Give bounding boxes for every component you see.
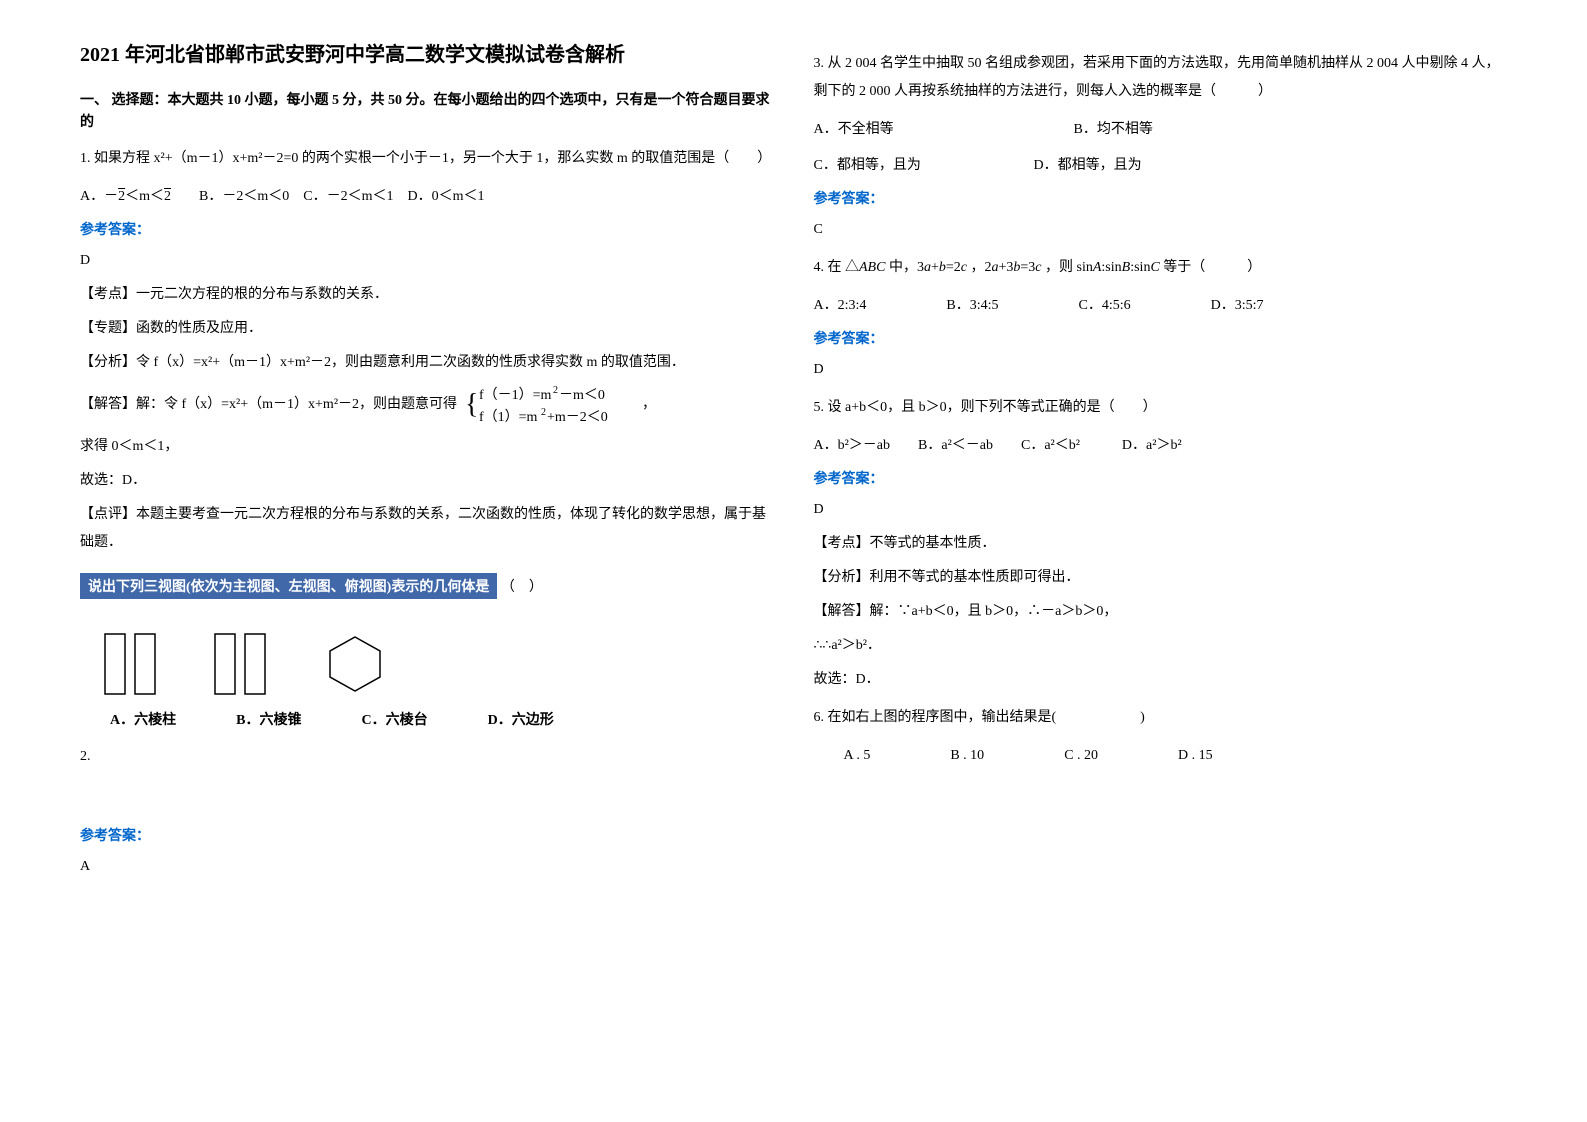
svg-text:－m＜0: －m＜0 bbox=[559, 388, 605, 403]
q3-optA: A．不全相等 bbox=[814, 116, 1074, 144]
q5-text: 5. 设 a+b＜0，且 b＞0，则下列不等式正确的是（ ） bbox=[814, 394, 1508, 422]
q6-optC: C . 20 bbox=[1064, 742, 1098, 770]
q2-num: 2. bbox=[80, 743, 774, 771]
section1-header: 一、 选择题：本大题共 10 小题，每小题 5 分，共 50 分。在每小题给出的… bbox=[80, 90, 774, 135]
q4-optB: B．3:4:5 bbox=[946, 292, 998, 320]
q1-topic: 【专题】函数的性质及应用． bbox=[80, 315, 774, 343]
q3-text: 3. 从 2 004 名学生中抽取 50 名组成参观团，若采用下面的方法选取，先… bbox=[814, 50, 1508, 106]
q1-options: A．－2＜m＜2 B．－2＜m＜0 C．－2＜m＜1 D．0＜m＜1 bbox=[80, 183, 774, 211]
q4-optA: A．2:3:4 bbox=[814, 292, 867, 320]
q4-optD: D．3:5:7 bbox=[1211, 292, 1264, 320]
q4-answer-label: 参考答案： bbox=[814, 328, 1508, 348]
q5-solve2: ∴∴a²＞b²． bbox=[814, 632, 1508, 660]
brace-system: { f（－1）=m 2 －m＜0 f（1）=m 2 +m－2＜0 bbox=[465, 383, 635, 427]
q2-labA: A．六棱柱 bbox=[110, 707, 176, 735]
q5-answer-label: 参考答案： bbox=[814, 468, 1508, 488]
q1-solve-post: ， bbox=[642, 397, 656, 412]
q3-optsCD: C．都相等，且为 D．都相等，且为 bbox=[814, 152, 1508, 180]
left-column: 2021 年河北省邯郸市武安野河中学高二数学文模拟试卷含解析 一、 选择题：本大… bbox=[60, 40, 794, 1082]
q4-optC: C．4:5:6 bbox=[1079, 292, 1131, 320]
q5-solve3: 故选：D． bbox=[814, 666, 1508, 694]
q1-solve: 【解答】解：令 f（x）=x²+（m－1）x+m²－2，则由题意可得 { f（－… bbox=[80, 383, 774, 427]
svg-text:+m－2＜0: +m－2＜0 bbox=[547, 410, 608, 425]
q2-labB: B．六棱锥 bbox=[236, 707, 301, 735]
q5-analysis: 【分析】利用不等式的基本性质即可得出． bbox=[814, 564, 1508, 592]
q1-analysis: 【分析】令 f（x）=x²+（m－1）x+m²－2，则由题意利用二次函数的性质求… bbox=[80, 349, 774, 377]
q4-opts: A．2:3:4 B．3:4:5 C．4:5:6 D．3:5:7 bbox=[814, 292, 1508, 320]
q4-text: 4. 在 △ABC 中，3a+b=2c ，2a+3b=3c ，则 sinA:si… bbox=[814, 254, 1508, 282]
q6-optD: D . 15 bbox=[1178, 742, 1213, 770]
q1-point: 【考点】一元二次方程的根的分布与系数的关系． bbox=[80, 281, 774, 309]
q2-bar-suffix: （ ） bbox=[501, 580, 543, 595]
q5-solve1: 【解答】解：∵a+b＜0，且 b＞0，∴－a＞b＞0， bbox=[814, 598, 1508, 626]
svg-text:f（－1）=m: f（－1）=m bbox=[479, 387, 552, 403]
q5-options: A．b²＞－ab B．a²＜－ab C．a²＜b² D．a²＞b² bbox=[814, 432, 1508, 460]
main-title: 2021 年河北省邯郸市武安野河中学高二数学文模拟试卷含解析 bbox=[80, 40, 774, 70]
shape-rect2 bbox=[210, 629, 270, 699]
q6-text: 6. 在如右上图的程序图中，输出结果是( ) bbox=[814, 704, 1508, 732]
q1-answer-label: 参考答案： bbox=[80, 219, 774, 239]
q6-opts: A . 5 B . 10 C . 20 D . 15 bbox=[844, 742, 1508, 770]
q1-solve3: 故选：D． bbox=[80, 467, 774, 495]
q2-answer-label: 参考答案： bbox=[80, 825, 774, 845]
q1-answer: D bbox=[80, 247, 774, 275]
q3-answer: C bbox=[814, 216, 1508, 244]
right-column: 3. 从 2 004 名学生中抽取 50 名组成参观团，若采用下面的方法选取，先… bbox=[794, 40, 1528, 1082]
q3-optC: C．都相等，且为 bbox=[814, 152, 1034, 180]
q1-comment: 【点评】本题主要考查一元二次方程根的分布与系数的关系，二次函数的性质，体现了转化… bbox=[80, 501, 774, 557]
q3-optD: D．都相等，且为 bbox=[1034, 152, 1142, 180]
shape-hexagon bbox=[320, 629, 390, 699]
q4-answer: D bbox=[814, 356, 1508, 384]
svg-text:f（1）=m: f（1）=m bbox=[479, 409, 538, 425]
q3-answer-label: 参考答案： bbox=[814, 188, 1508, 208]
shapes-row bbox=[100, 629, 774, 699]
q3-optsAB: A．不全相等 B．均不相等 bbox=[814, 116, 1508, 144]
q1-solve-pre: 【解答】解：令 f（x）=x²+（m－1）x+m²－2，则由题意可得 bbox=[80, 397, 457, 412]
q2-labC: C．六棱台 bbox=[361, 707, 427, 735]
shape-rect1 bbox=[100, 629, 160, 699]
q1-solve2: 求得 0＜m＜1， bbox=[80, 433, 774, 461]
q5-answer: D bbox=[814, 496, 1508, 524]
q2-labels: A．六棱柱 B．六棱锥 C．六棱台 D．六边形 bbox=[110, 707, 774, 735]
q1-text: 1. 如果方程 x²+（m－1）x+m²－2=0 的两个实根一个小于－1，另一个… bbox=[80, 145, 774, 173]
svg-text:{: { bbox=[465, 389, 478, 420]
svg-text:2: 2 bbox=[541, 407, 546, 418]
q3-optB: B．均不相等 bbox=[1074, 116, 1153, 144]
q2-bar: 说出下列三视图(依次为主视图、左视图、俯视图)表示的几何体是 bbox=[80, 573, 497, 599]
q2-labD: D．六边形 bbox=[488, 707, 554, 735]
q6-optB: B . 10 bbox=[950, 742, 984, 770]
svg-text:2: 2 bbox=[553, 385, 558, 396]
q6-optA: A . 5 bbox=[844, 742, 871, 770]
q5-point: 【考点】不等式的基本性质． bbox=[814, 530, 1508, 558]
q2-answer: A bbox=[80, 853, 774, 881]
